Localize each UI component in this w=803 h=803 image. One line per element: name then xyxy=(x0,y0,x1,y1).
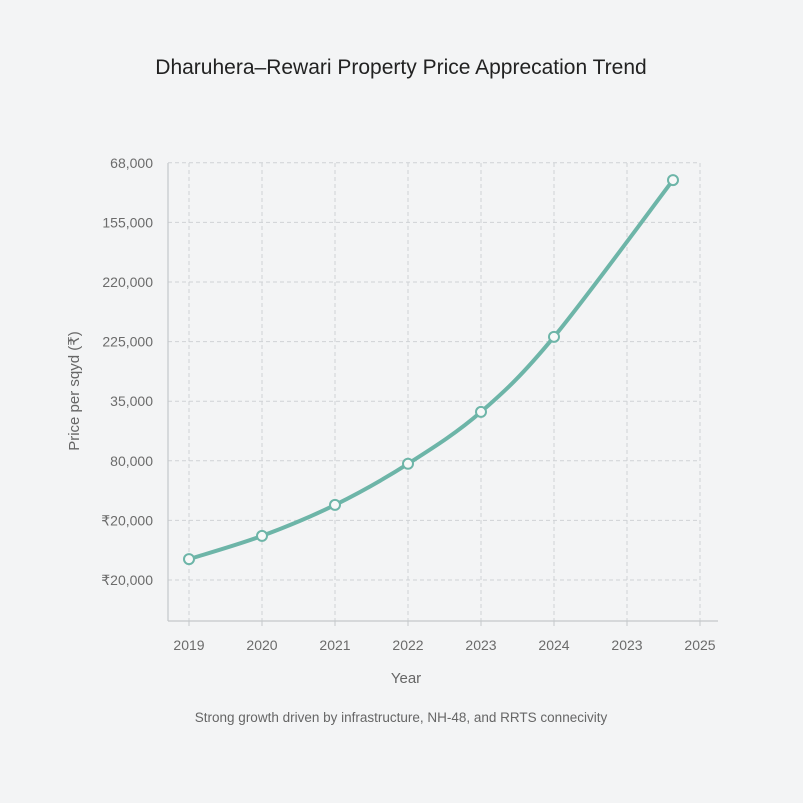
data-point xyxy=(475,405,487,418)
y-tick-label: 220,000 xyxy=(102,274,153,290)
y-tick-label: 68,000 xyxy=(110,155,153,171)
grid xyxy=(168,162,701,621)
data-point xyxy=(402,457,414,470)
x-axis-label: Year xyxy=(391,670,421,687)
y-tick-label: 80,000 xyxy=(110,453,153,469)
y-axis-label: Price per sqyd (₹) xyxy=(66,331,83,451)
y-tick-label: ₹20,000 xyxy=(101,572,153,588)
x-tick-label: 2019 xyxy=(173,637,204,653)
x-tick-label: 2020 xyxy=(246,637,277,653)
data-point xyxy=(666,174,679,187)
x-tick-label: 2023 xyxy=(465,637,496,653)
y-tick-label: 155,000 xyxy=(102,214,153,230)
y-tick-label: 225,000 xyxy=(102,334,153,350)
x-tick-label: 2024 xyxy=(538,637,569,653)
data-point xyxy=(256,529,268,542)
chart-title: Dharuhera–Rewari Property Price Apprecat… xyxy=(155,56,646,79)
chart-note: Strong growth driven by infrastructure, … xyxy=(195,710,608,725)
y-tick-label: ₹20,000 xyxy=(101,512,153,528)
data-point xyxy=(329,498,341,511)
data-point xyxy=(183,553,195,566)
x-tick-label: 2022 xyxy=(392,637,423,653)
data-point xyxy=(548,330,560,343)
x-tick-label: 2021 xyxy=(319,637,350,653)
x-tick-label: 2025 xyxy=(684,637,715,653)
y-tick-label: 35,000 xyxy=(110,393,153,409)
x-tick-label: 2023 xyxy=(611,637,642,653)
